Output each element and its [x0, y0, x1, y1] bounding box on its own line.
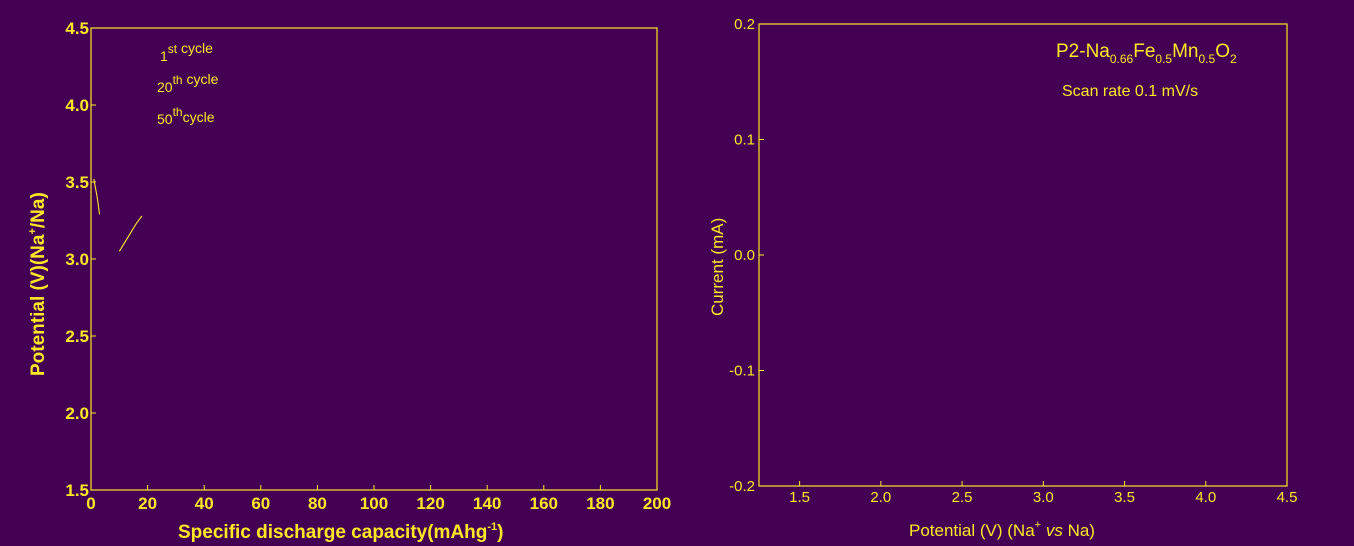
cv-x-axis-label: Potential (V) (Na+ vs Na) [909, 519, 1095, 540]
y-tick-label: 3.5 [65, 173, 89, 192]
x-tick-label: 20 [138, 494, 157, 513]
legend-entry-cycle-1: 1st cycle [160, 40, 213, 64]
discharge-chart-y-tick-labels: 1.5 2.0 2.5 3.0 3.5 4.0 4.5 [65, 19, 89, 500]
y-tick-label: 0.1 [734, 132, 755, 149]
discharge-chart-frame [90, 27, 658, 491]
x-tick-label: 1.5 [789, 489, 810, 506]
y-tick-label: -0.1 [729, 363, 755, 380]
x-tick-label: 60 [251, 494, 270, 513]
discharge-chart-x-tick-labels: 0 20 40 60 80 100 120 140 160 180 200 [86, 494, 671, 513]
discharge-legend: 1st cycle 20th cycle 50thcycle [157, 40, 219, 127]
y-tick-label: 0.0 [734, 247, 755, 264]
x-tick-label: 2.5 [952, 489, 973, 506]
cv-compound-annotation: P2-Na0.66Fe0.5Mn0.5O2 [1056, 41, 1237, 66]
x-tick-label: 4.0 [1195, 489, 1216, 506]
x-tick-label: 2.0 [870, 489, 891, 506]
y-tick-label: 2.0 [65, 404, 89, 423]
cv-chart-y-tick-labels: -0.2 -0.1 0.0 0.1 0.2 [729, 16, 755, 495]
discharge-chart-ticks [90, 27, 658, 491]
cv-y-axis-label: Current (mA) [708, 218, 727, 316]
y-tick-label: 4.5 [65, 19, 89, 38]
x-tick-label: 140 [473, 494, 501, 513]
x-tick-label: 200 [643, 494, 671, 513]
x-tick-label: 3.5 [1114, 489, 1135, 506]
cv-chart-frame [758, 23, 1288, 487]
y-tick-label: 0.2 [734, 16, 755, 33]
legend-entry-cycle-20: 20th cycle [157, 71, 219, 95]
x-tick-label: 100 [360, 494, 388, 513]
discharge-curve-1 [93, 178, 101, 215]
discharge-chart: 0 20 40 60 80 100 120 140 160 180 200 1.5 2.0 2.5 3.0… [27, 19, 671, 543]
x-tick-label: 0 [86, 494, 95, 513]
cv-chart-x-tick-labels: 1.5 2.0 2.5 3.0 3.5 4.0 4.5 [789, 489, 1297, 506]
legend-entry-cycle-50: 50thcycle [157, 105, 215, 127]
x-tick-label: 180 [586, 494, 614, 513]
x-tick-label: 120 [416, 494, 444, 513]
discharge-chart-series [93, 178, 143, 252]
x-tick-label: 3.0 [1033, 489, 1054, 506]
y-tick-label: 1.5 [65, 481, 89, 500]
discharge-y-axis-label: Potential (V)(Na+/Na) [27, 192, 49, 376]
y-tick-label: 4.0 [65, 96, 89, 115]
y-tick-label: 2.5 [65, 327, 89, 346]
discharge-curve-2 [118, 215, 143, 252]
x-tick-label: 40 [195, 494, 214, 513]
discharge-x-axis-label: Specific discharge capacity(mAhg-1) [178, 521, 504, 543]
x-tick-label: 80 [308, 494, 327, 513]
y-tick-label: 3.0 [65, 250, 89, 269]
y-tick-label: -0.2 [729, 478, 755, 495]
x-tick-label: 160 [530, 494, 558, 513]
cv-chart-ticks [759, 23, 1288, 487]
cv-chart: 1.5 2.0 2.5 3.0 3.5 4.0 4.5 -0.2-0.10.00.10.2 … [708, 16, 1297, 540]
x-tick-label: 4.5 [1277, 489, 1298, 506]
cv-scan-rate-annotation: Scan rate 0.1 mV/s [1062, 83, 1198, 100]
